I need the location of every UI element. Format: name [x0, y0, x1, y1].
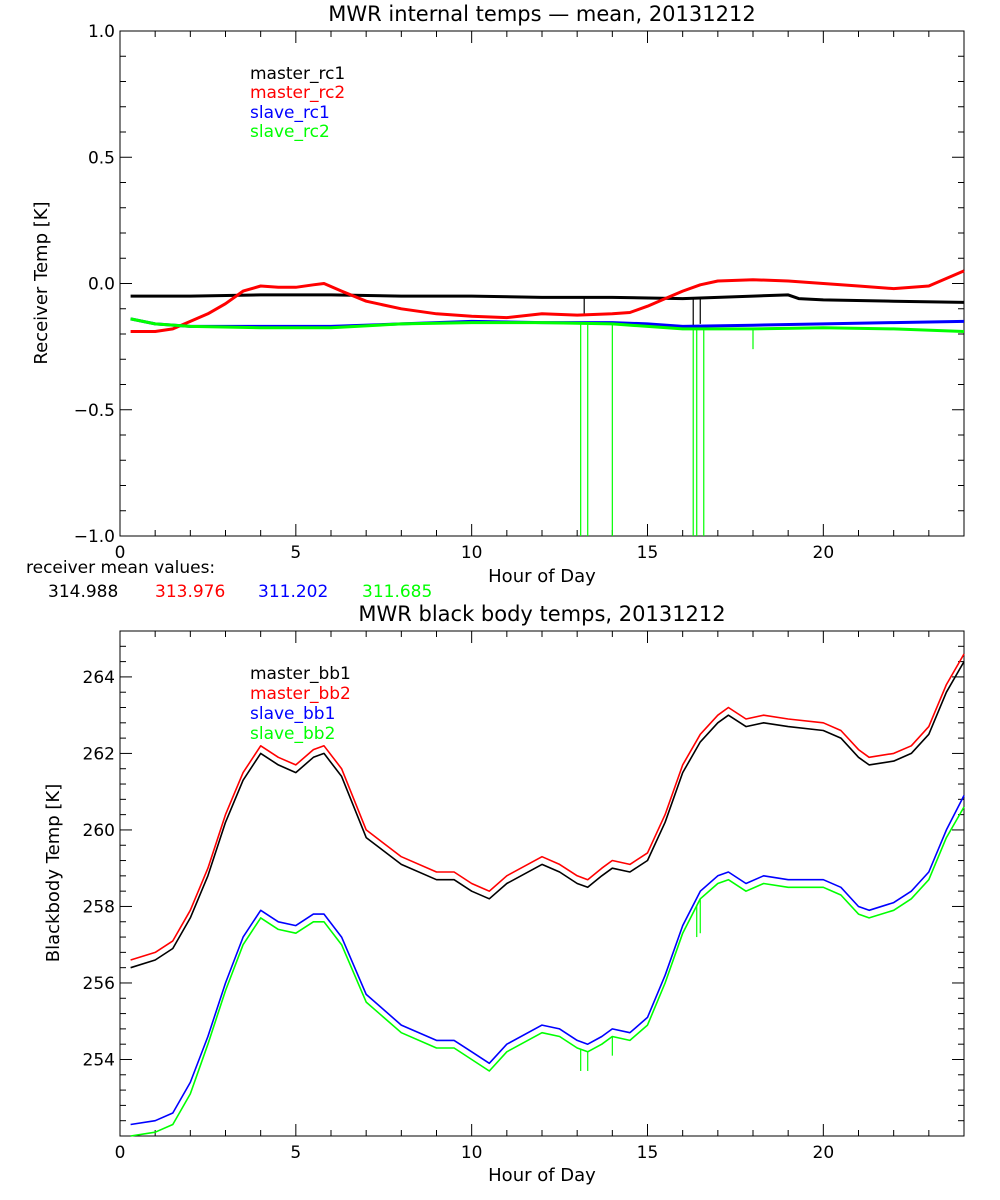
blackbody-chart-title: MWR black body temps, 20131212 — [358, 602, 725, 626]
y-tick-label: 0.0 — [88, 275, 115, 295]
mean-value-slave-rc1: 311.202 — [258, 582, 328, 602]
x-tick-label: 15 — [637, 1143, 659, 1163]
mean-values-label: receiver mean values: — [26, 558, 215, 578]
receiver-x-axis-label: Hour of Day — [488, 566, 596, 587]
receiver-legend: master_rc1 master_rc2 slave_rc1 slave_rc… — [250, 64, 345, 142]
blackbody-y-axis-label: Blackbody Temp [K] — [43, 784, 64, 962]
y-tick-label: 258 — [83, 897, 115, 917]
legend-slave-rc1: slave_rc1 — [250, 103, 330, 123]
receiver-chart-title: MWR internal temps — mean, 20131212 — [328, 2, 755, 26]
y-tick-label: 254 — [83, 1050, 115, 1070]
series-line-slave-bb1 — [130, 795, 965, 1126]
y-tick-label: 262 — [83, 744, 115, 764]
series-line-master-rc1 — [130, 293, 965, 304]
series-line-slave-bb2 — [130, 806, 965, 1137]
receiver-mean-values: receiver mean values: 314.988 313.976 31… — [26, 558, 432, 602]
y-tick-label: 256 — [83, 974, 115, 994]
blackbody-series — [130, 653, 965, 1137]
receiver-series — [130, 269, 965, 536]
legend-master-bb2: master_bb2 — [250, 684, 351, 704]
series-line-master-bb2 — [130, 653, 965, 961]
y-tick-label: 1.0 — [88, 22, 115, 42]
legend-master-bb1: master_bb1 — [250, 664, 351, 684]
x-tick-label: 20 — [813, 543, 835, 563]
mean-value-slave-rc2: 311.685 — [362, 582, 432, 602]
y-tick-label: 0.5 — [88, 148, 115, 168]
x-tick-label: 5 — [290, 543, 301, 563]
blackbody-axis-ticks: 0 5 10 15 20 254 256 258 260 262 264 — [83, 630, 965, 1163]
series-line-slave-rc2 — [130, 317, 965, 333]
mean-value-master-rc1: 314.988 — [48, 582, 118, 602]
y-tick-label: −0.5 — [74, 401, 115, 421]
blackbody-plot-frame — [119, 630, 965, 1137]
legend-slave-bb1: slave_bb1 — [250, 704, 335, 724]
series-line-master-rc2 — [130, 269, 965, 333]
receiver-axis-ticks: 0 5 10 15 20 −1.0 −0.5 0.0 0.5 1.0 — [74, 22, 965, 563]
legend-slave-rc2: slave_rc2 — [250, 122, 330, 142]
y-tick-label: −1.0 — [74, 527, 115, 547]
x-tick-label: 10 — [461, 1143, 483, 1163]
x-tick-label: 5 — [290, 1143, 301, 1163]
y-tick-label: 264 — [83, 668, 115, 688]
receiver-y-axis-label: Receiver Temp [K] — [31, 201, 52, 364]
blackbody-x-axis-label: Hour of Day — [488, 1165, 596, 1186]
x-tick-label: 20 — [813, 1143, 835, 1163]
x-tick-label: 10 — [461, 543, 483, 563]
x-tick-label: 0 — [115, 1143, 126, 1163]
series-line-master-bb1 — [130, 661, 965, 969]
legend-master-rc1: master_rc1 — [250, 64, 345, 84]
y-tick-label: 260 — [83, 821, 115, 841]
legend-slave-bb2: slave_bb2 — [250, 724, 335, 744]
legend-master-rc2: master_rc2 — [250, 83, 345, 103]
x-tick-label: 0 — [115, 543, 126, 563]
mean-value-master-rc2: 313.976 — [155, 582, 225, 602]
blackbody-legend: master_bb1 master_bb2 slave_bb1 slave_bb… — [250, 664, 351, 744]
x-tick-label: 15 — [637, 543, 659, 563]
blackbody-temp-panel: MWR black body temps, 20131212 0 5 10 15 20 2… — [43, 602, 965, 1186]
receiver-temp-panel: MWR internal temps — mean, 20131212 0 5 10… — [26, 2, 965, 602]
